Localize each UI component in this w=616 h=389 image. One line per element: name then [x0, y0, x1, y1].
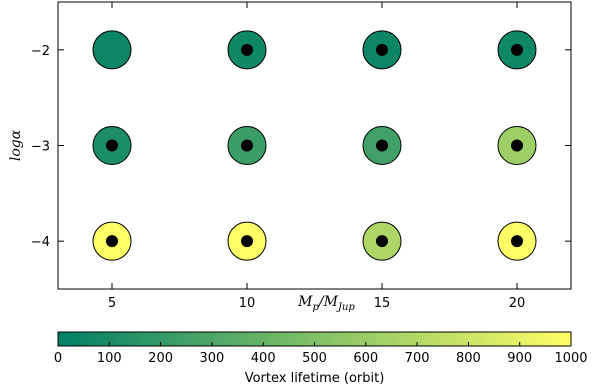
y-tick-label: −3 — [31, 140, 50, 155]
x-axis-label-sub: p — [313, 302, 320, 313]
x-tick-label: 20 — [509, 296, 526, 311]
x-tick-label: 10 — [239, 296, 256, 311]
x-axis-label-slash: /M — [317, 294, 339, 310]
inner-dot — [511, 235, 523, 248]
plot-area: 5 10 15 20 −2 −3 −4 — [31, 1, 572, 311]
colorbar-tick-label: 1000 — [554, 351, 587, 366]
x-axis-label-sub2: Jup — [336, 302, 355, 313]
inner-dot — [511, 43, 523, 56]
y-tick-label: −2 — [31, 44, 50, 59]
colorbar-tick-label: 100 — [97, 351, 122, 366]
y-tick-label: −4 — [31, 235, 50, 250]
y-ticks: −2 −3 −4 — [31, 44, 571, 250]
inner-dot — [511, 139, 523, 152]
colorbar-tick-label: 800 — [456, 351, 481, 366]
inner-dot — [106, 235, 118, 248]
data-point — [92, 221, 132, 261]
plot-frame — [57, 1, 572, 290]
colorbar: 0 100 200 300 400 500 600 700 800 900 1000 Vortex … — [54, 331, 588, 386]
x-ticks: 5 10 15 20 — [108, 2, 525, 311]
inner-dot — [106, 139, 118, 152]
data-point — [92, 126, 132, 165]
colorbar-tick-label: 200 — [148, 351, 173, 366]
data-point — [362, 126, 402, 165]
data-point — [227, 30, 267, 70]
data-point — [227, 221, 267, 261]
inner-dot — [241, 43, 253, 56]
data-point — [497, 30, 537, 70]
colorbar-tick-label: 700 — [405, 351, 430, 366]
colorbar-ticks: 0 100 200 300 400 500 600 700 800 900 1000 — [54, 342, 588, 366]
colorbar-tick-label: 900 — [507, 351, 532, 366]
x-tick-label: 5 — [108, 296, 116, 311]
colorbar-tick-label: 400 — [251, 351, 276, 366]
colorbar-tick-label: 0 — [54, 351, 62, 366]
data-point — [362, 30, 402, 70]
colorbar-tick-label: 600 — [353, 351, 378, 366]
colorbar-tick-label: 300 — [199, 351, 224, 366]
points-layer — [92, 30, 537, 261]
inner-dot — [241, 139, 253, 152]
inner-dot — [376, 235, 388, 248]
inner-dot — [376, 43, 388, 56]
inner-dot — [241, 235, 253, 248]
data-point — [92, 30, 132, 70]
x-axis-label: Mp/MJup — [297, 294, 355, 313]
lifetime-circle — [92, 30, 132, 70]
data-point — [497, 221, 537, 261]
data-point — [227, 126, 267, 165]
x-tick-label: 15 — [374, 296, 391, 311]
inner-dot — [376, 139, 388, 152]
data-point — [497, 126, 537, 165]
y-axis-label: logα — [8, 129, 24, 161]
data-point — [362, 221, 402, 261]
colorbar-label: Vortex lifetime (orbit) — [245, 371, 385, 386]
x-axis-label-main: M — [297, 294, 313, 310]
colorbar-tick-label: 500 — [302, 351, 327, 366]
